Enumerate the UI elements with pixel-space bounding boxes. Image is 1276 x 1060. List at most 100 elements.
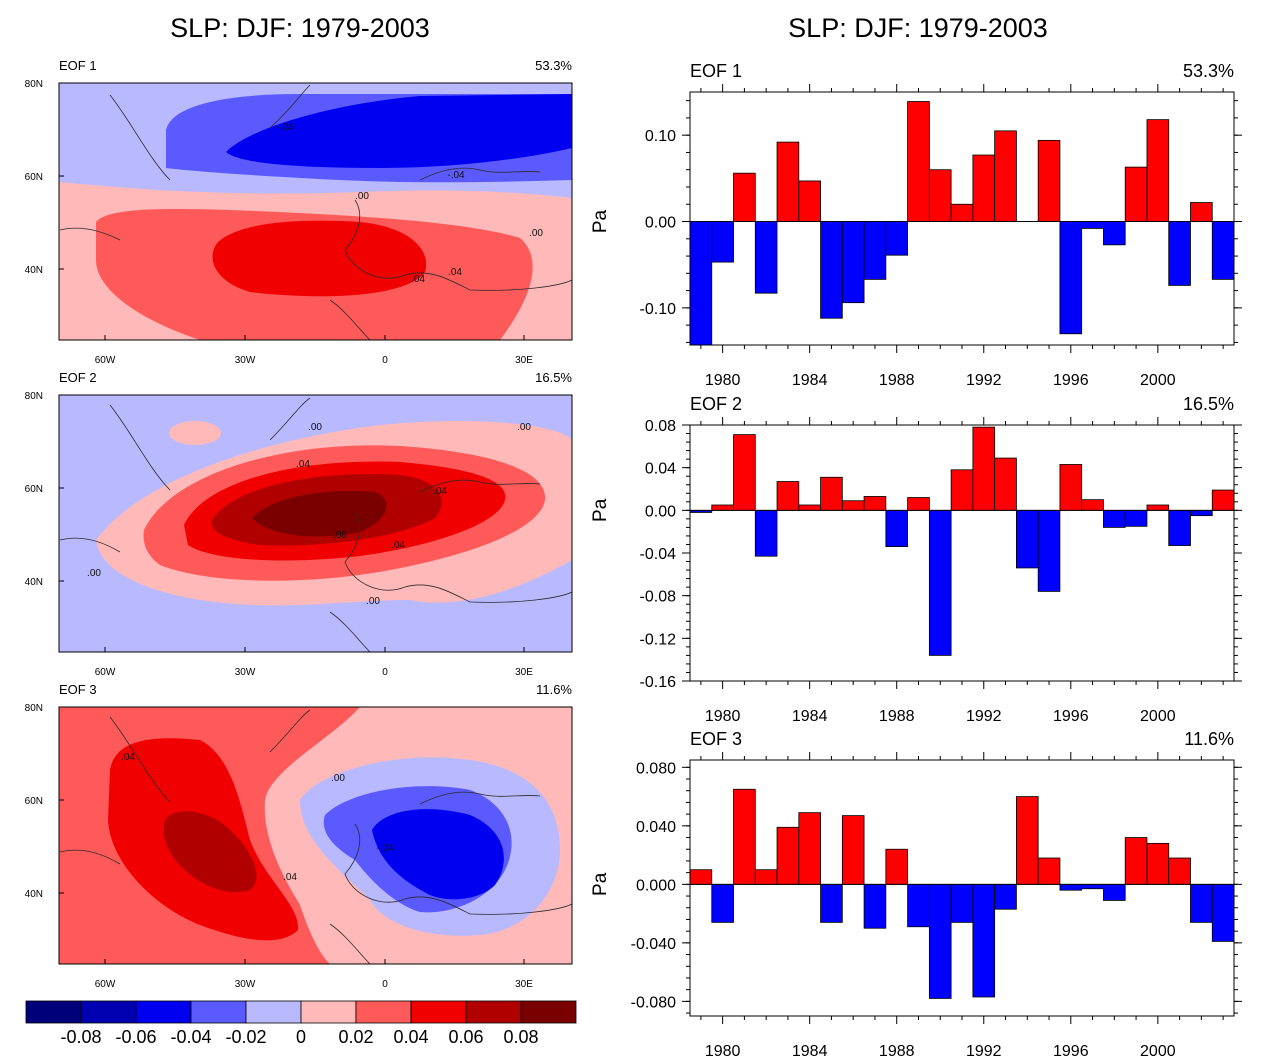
map-eof1-band-0.06 (212, 220, 427, 297)
bar-chart-2-ytick-label: -0.08 (640, 589, 677, 606)
bar-chart-1-bar-1993 (994, 130, 1017, 222)
map-1-lon-label-3: 30E (515, 355, 533, 366)
bar-chart-eof2: EOF 2 16.5% Pa -0.16 -0.12 -0.08 -0.04 0.00 0.04… (590, 394, 1242, 725)
map-eof2-label: EOF 2 (59, 370, 97, 385)
bar-chart-3-xtick-label: 1996 (1053, 1043, 1089, 1060)
map-panel-eof1: EOF 1 53.3% (58, 58, 573, 341)
map-2-lat-label-1: 60N (25, 484, 43, 495)
bar-chart-1-ytick-label: 0.00 (645, 215, 676, 232)
bar-chart-2-ylabel: Pa (590, 498, 611, 522)
bar-chart-1-ytick-label: -0.10 (640, 301, 677, 318)
map-3-lat-label-0: 80N (25, 703, 43, 714)
bar-chart-1-bar-1988 (885, 221, 909, 256)
bar-chart-1-bar-1982 (754, 221, 778, 294)
map-1-lat-label-0: 80N (25, 79, 43, 90)
map-eof1-contours (59, 83, 572, 340)
bar-chart-1-xtick-label: 1984 (792, 372, 828, 389)
bar-chart-2-bar-1996 (1059, 464, 1083, 511)
bar-chart-3-xtick-label: 1992 (966, 1043, 1002, 1060)
bar-chart-3-bar-2002 (1190, 883, 1213, 923)
bar-chart-2-bar-1997 (1081, 499, 1104, 511)
map-3-lat-label-2: 40N (25, 889, 43, 900)
bar-chart-3-ytick-label: 0.000 (636, 877, 676, 894)
bar-chart-eof1: EOF 1 53.3% Pa -0.10 0.00 0.10 1980 1984 1988 199… (590, 61, 1242, 389)
bar-chart-1-bar-1990 (928, 169, 952, 222)
colorbar-swatch (245, 1000, 302, 1024)
bar-chart-3-bar-1982 (754, 869, 778, 885)
contour-label: .00 (529, 228, 543, 239)
colorbar-label: 0.06 (448, 1027, 483, 1047)
colorbar-swatch (135, 1000, 192, 1024)
contour-label: .00 (308, 422, 322, 433)
colorbar-label: 0.04 (393, 1027, 428, 1047)
bar-chart-3-bar-1981 (733, 788, 756, 885)
bar-chart-2-bar-1982 (754, 509, 778, 557)
map-eof3-label: EOF 3 (59, 682, 97, 697)
map-eof1-percent: 53.3% (535, 58, 572, 73)
bar-chart-2-ytick-label: -0.16 (640, 674, 677, 691)
bar-chart-3-ytick-label: -0.040 (631, 936, 676, 953)
bar-chart-1-bar-2000 (1146, 119, 1170, 222)
bar-chart-3-bar-1984 (798, 812, 821, 885)
bar-chart-2-bar-1989 (907, 497, 930, 511)
map-1-lat-label-1: 60N (25, 172, 43, 183)
bar-chart-1-bar-1989 (907, 101, 930, 222)
colorbar-label: 0.02 (338, 1027, 373, 1047)
bar-chart-3-xtick-label: 2000 (1140, 1043, 1176, 1060)
map-2-lon-label-1: 30W (235, 667, 256, 678)
bar-chart-3-bar-1989 (907, 883, 930, 928)
map-eof1-coastlines (59, 84, 572, 340)
map-2-lat-label-0: 80N (25, 391, 43, 402)
bar-chart-2-bar-2000 (1146, 504, 1170, 511)
map-eof3-percent: 11.6% (536, 682, 572, 697)
map-1-lon-label-0: 60W (95, 355, 116, 366)
colorbar-swatch (465, 1000, 522, 1024)
bar-chart-1-ylabel: Pa (590, 209, 611, 233)
bar-chart-2-xtick-label: 1988 (879, 708, 915, 725)
bar-chart-3-ylabel: Pa (590, 872, 611, 896)
bar-chart-3-title: EOF 3 (690, 729, 742, 749)
map-3-lon-label-1: 30W (235, 979, 256, 990)
map-panel-eof2: EOF 2 16.5% (58, 370, 573, 653)
bar-chart-1-bar-1986 (841, 221, 865, 304)
contour-label: .00 (366, 596, 380, 607)
contour-label: .04 (121, 752, 135, 763)
bar-chart-1-bar-1995 (1037, 139, 1061, 222)
contour-label: .04 (296, 459, 310, 470)
contour-label: -.04 (276, 122, 294, 133)
bar-chart-1-bar-2002 (1190, 202, 1213, 222)
contour-label: .08 (333, 530, 347, 541)
bar-chart-3-bar-1986 (841, 815, 865, 885)
map-1-lon-label-1: 30W (235, 355, 256, 366)
bar-chart-2-xtick-label: 1984 (792, 708, 828, 725)
bar-chart-2-percent: 16.5% (1183, 394, 1234, 414)
bar-chart-1-bar-1996 (1059, 221, 1083, 335)
map-eof2-frame (58, 394, 573, 653)
bar-chart-2-title: EOF 2 (690, 394, 742, 414)
bar-chart-3-bar-1995 (1037, 857, 1061, 885)
contour-label: .04 (283, 872, 297, 883)
bar-chart-1-xtick-label: 1980 (705, 372, 741, 389)
bar-chart-1-bar-1985 (820, 221, 843, 319)
bar-chart-1-xtick-label: 1988 (879, 372, 915, 389)
bar-chart-3-bar-1987 (863, 883, 887, 929)
bar-chart-2-bar-1994 (1016, 509, 1039, 569)
bar-chart-2-bar-1984 (798, 504, 821, 511)
map-3-lon-label-2: 0 (382, 979, 388, 990)
bar-chart-2-xtick-label: 1980 (705, 708, 741, 725)
bar-chart-2-bar-1991 (950, 469, 974, 511)
bar-chart-3-bar-1997 (1081, 883, 1104, 890)
bar-chart-1-title: EOF 1 (690, 61, 742, 81)
colorbar-label: 0.08 (503, 1027, 538, 1047)
bar-chart-3-bar-1998 (1103, 883, 1126, 901)
colorbar-label: -0.08 (60, 1027, 101, 1047)
bar-chart-3-bar-1992 (972, 883, 996, 998)
bar-chart-2-bar-1988 (885, 509, 909, 548)
bar-chart-2-xtick-label: 1996 (1053, 708, 1089, 725)
bar-chart-2-bar-1992 (972, 426, 996, 511)
bar-chart-3-bar-1983 (776, 826, 800, 885)
bar-chart-1-bar-1983 (776, 141, 800, 222)
bar-chart-2-bar-1986 (841, 500, 865, 511)
map-eof1-band-neg-0.04 (226, 94, 572, 168)
bar-chart-2-bar-2002 (1190, 509, 1213, 517)
